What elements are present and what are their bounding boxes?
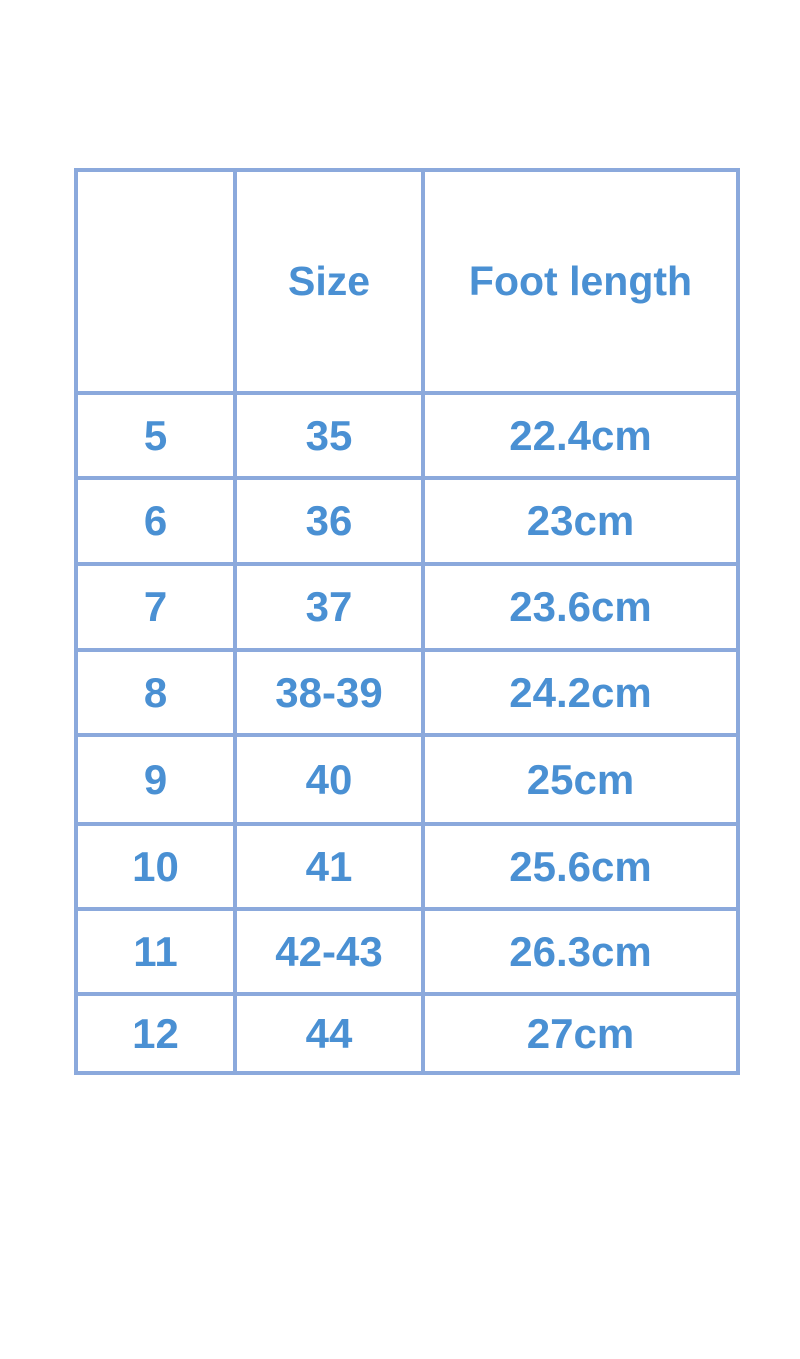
cell-us-size: 6 [74,476,237,566]
cell-foot-length: 22.4cm [421,391,740,480]
cell-us-size: 5 [74,391,237,480]
cell-foot-length: 25cm [421,733,740,826]
table-row: 10 41 25.6cm [74,822,740,911]
cell-foot-length: 23cm [421,476,740,566]
table-row: 12 44 27cm [74,992,740,1075]
cell-us-size: 9 [74,733,237,826]
cell-foot-length: 26.3cm [421,907,740,996]
cell-foot-length: 27cm [421,992,740,1075]
table-row: 7 37 23.6cm [74,562,740,652]
cell-foot-length: 25.6cm [421,822,740,911]
table-row: 6 36 23cm [74,476,740,566]
cell-us-size: 11 [74,907,237,996]
header-cell-empty [74,168,237,395]
cell-foot-length: 23.6cm [421,562,740,652]
header-cell-foot-length: Foot length [421,168,740,395]
cell-eu-size: 38-39 [233,648,425,737]
cell-eu-size: 36 [233,476,425,566]
table-row: 9 40 25cm [74,733,740,826]
header-row: Size Foot length [74,168,740,395]
cell-us-size: 10 [74,822,237,911]
cell-foot-length: 24.2cm [421,648,740,737]
header-cell-size: Size [233,168,425,395]
cell-eu-size: 42-43 [233,907,425,996]
cell-eu-size: 35 [233,391,425,480]
size-chart-table: Size Foot length 5 35 22.4cm 6 36 23cm 7 37 23.6… [74,168,740,1075]
cell-us-size: 8 [74,648,237,737]
cell-eu-size: 37 [233,562,425,652]
cell-eu-size: 40 [233,733,425,826]
cell-us-size: 12 [74,992,237,1075]
cell-eu-size: 44 [233,992,425,1075]
table-row: 5 35 22.4cm [74,391,740,480]
table-row: 8 38-39 24.2cm [74,648,740,737]
cell-us-size: 7 [74,562,237,652]
cell-eu-size: 41 [233,822,425,911]
table-row: 11 42-43 26.3cm [74,907,740,996]
